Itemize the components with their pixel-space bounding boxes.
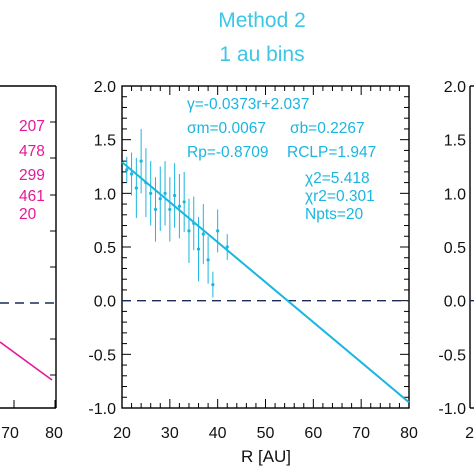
right-panel-y-ticks: 2.0 1.5 1.0 0.5 0.0 -0.5 -1.0 2 (438, 79, 474, 442)
y-tick-label: -0.5 (88, 347, 116, 364)
y-tick-label: -1.0 (88, 401, 116, 418)
right-panel-y-tick-label: -1.0 (438, 401, 466, 418)
chart-title: Method 2 (218, 9, 306, 32)
data-point (216, 229, 220, 233)
data-point (225, 245, 229, 249)
npts-annotation: Npts=20 (305, 206, 364, 223)
left-panel: 70 80 207 478 299 461 20 (0, 85, 63, 442)
data-point (163, 191, 167, 195)
x-tick-label: 20 (113, 425, 131, 442)
x-tick-label: 60 (304, 425, 322, 442)
pearson-r-annotation: Rp=-0.8709 (187, 144, 268, 161)
data-point (125, 168, 129, 172)
left-panel-x-tick-label: 80 (45, 425, 63, 442)
sigma-m-annotation: σm=0.0067 (187, 120, 266, 137)
x-axis-label: R [AU] (241, 447, 291, 466)
chi-squared-annotation: χ2=5.418 (305, 170, 370, 187)
sigma-b-annotation: σb=0.2267 (290, 120, 365, 137)
x-tick-label: 40 (209, 425, 227, 442)
data-point (168, 207, 172, 212)
center-panel: 20 30 40 50 60 70 80 -1.0 -0.5 0.0 0.5 1.0 1.5 2.0 R … (88, 79, 418, 466)
x-tick-label: 50 (257, 425, 275, 442)
left-panel-annotation-fragment: 478 (19, 143, 45, 160)
left-panel-x-tick-label: 70 (1, 425, 19, 442)
data-point (173, 193, 177, 198)
data-point (149, 191, 153, 195)
right-panel-x-tick-label: 2 (465, 425, 474, 442)
left-panel-fit-line (0, 341, 53, 381)
fit-line (121, 161, 410, 404)
data-point (134, 186, 138, 190)
x-tick-label: 70 (352, 425, 370, 442)
left-panel-annotation-fragment: 461 (19, 188, 45, 205)
data-point (196, 247, 201, 251)
data-point (153, 207, 158, 212)
data-point (129, 172, 134, 176)
y-tick-label: 1.5 (94, 133, 116, 150)
data-point (182, 200, 186, 204)
chart-subtitle: 1 au bins (219, 43, 304, 66)
left-panel-annotation-fragment: 20 (19, 206, 37, 223)
y-tick-label: 1.0 (94, 186, 116, 203)
data-point (206, 258, 210, 262)
data-point (211, 282, 215, 287)
fit-equation-annotation: γ=-0.0373r+2.037 (187, 96, 309, 113)
x-tick-label: 80 (400, 425, 418, 442)
data-point (139, 159, 143, 163)
right-panel-y-tick-label: 2.0 (444, 79, 466, 96)
right-panel-y-tick-label: 1.0 (444, 186, 466, 203)
axis-ticks: 20 30 40 50 60 70 80 -1.0 -0.5 0.0 0.5 1.0 1.5 2.0 (88, 79, 418, 442)
right-panel-y-tick-label: 0.0 (444, 294, 466, 311)
left-panel-annotation-fragment: 207 (19, 118, 45, 135)
y-tick-label: 2.0 (94, 79, 116, 96)
right-panel-y-tick-label: 0.5 (444, 240, 466, 257)
x-tick-label: 30 (161, 425, 179, 442)
y-tick-label: 0.5 (94, 240, 116, 257)
y-tick-label: 0.0 (94, 294, 116, 311)
rclp-annotation: RCLP=1.947 (287, 144, 376, 161)
left-panel-annotation-fragment: 299 (19, 167, 45, 184)
reduced-chi-squared-annotation: χr2=0.301 (305, 188, 375, 205)
data-points (125, 128, 229, 298)
data-point (187, 229, 191, 233)
right-panel-y-tick-label: -0.5 (438, 347, 466, 364)
data-point (177, 204, 181, 208)
data-point (201, 232, 205, 236)
right-panel: 2.0 1.5 1.0 0.5 0.0 -0.5 -1.0 2 (438, 79, 474, 442)
right-panel-y-tick-label: 1.5 (444, 133, 466, 150)
data-point (158, 197, 162, 201)
